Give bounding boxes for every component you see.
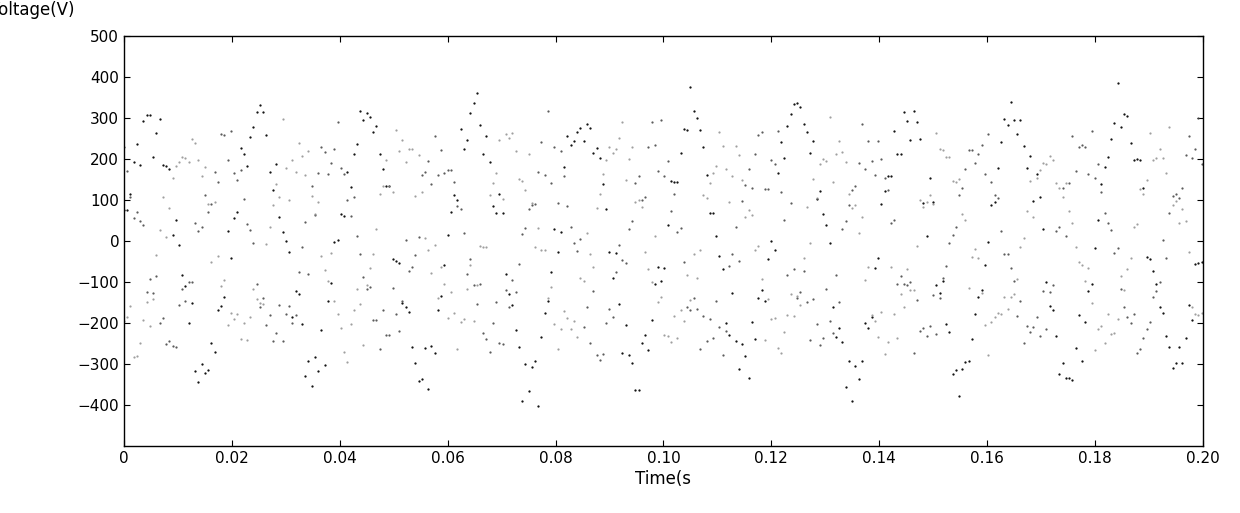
Y-axis label: Voltage(V): Voltage(V) [0, 2, 76, 19]
X-axis label: Time(s: Time(s [635, 470, 692, 488]
